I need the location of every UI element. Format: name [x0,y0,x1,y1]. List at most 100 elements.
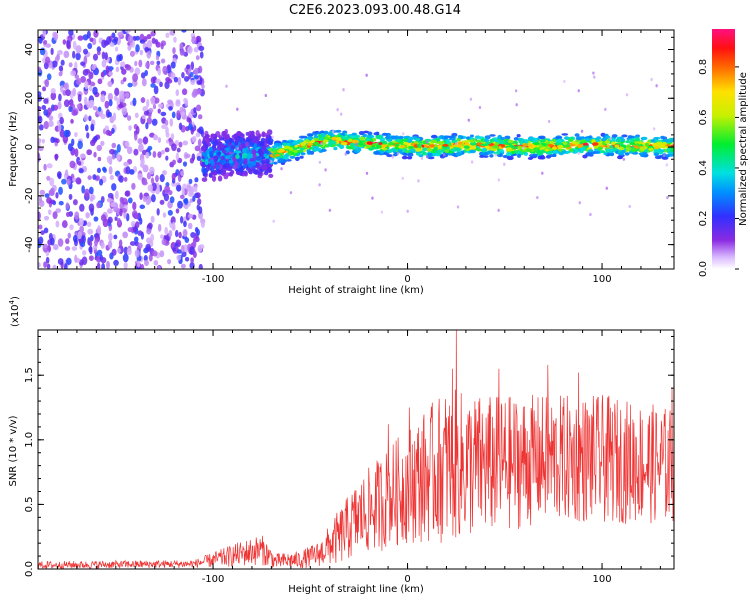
spectrogram-cell [89,196,94,202]
spectrogram-cell [229,171,234,177]
spectrogram-cell [276,150,284,153]
spectrogram-cell [143,255,148,262]
spectrogram-cell [183,220,187,228]
snr-y-tick-label-0: 0.0 [24,561,35,577]
spectrogram-cell [609,137,612,141]
spectrogram-cell [160,58,166,64]
spectrogram-cell [111,183,117,191]
spectrogram-cell [159,174,165,183]
spectrogram-cell [111,142,117,149]
spectrogram-cell [166,64,171,71]
spectrogram-cell [563,136,571,140]
spectrogram-cell [192,195,196,202]
spectrogram-cell [77,93,82,103]
spectrogram-cell [177,200,183,209]
spectrogram-cell [149,60,155,66]
spectrogram-cell [605,135,611,139]
spectrogram-cell [43,109,49,116]
spectrogram-cell [443,135,449,140]
spectrogram-cell [184,237,190,244]
spectrogram-cell [204,158,209,166]
spectrogram-cell [116,144,121,153]
spectrogram-cell [43,121,49,130]
spectrogram-cell [180,170,185,177]
spectrogram-cell [210,133,215,138]
spectrogram-cell [53,244,59,251]
spectrogram-cell [224,155,231,160]
spectrogram-cell [359,136,365,141]
spectrogram-cell [561,133,569,136]
spectrogram-cell [604,107,607,112]
spectrogram-cell [571,140,577,145]
spectrogram-cell [172,247,176,253]
spectrogram-cell [92,86,98,95]
spectrogram-cell [68,30,74,36]
spectrogram-cell [282,142,287,147]
spectrogram-cell [366,134,373,139]
spectrogram-cell [84,96,88,106]
spectrogram-cell [116,152,121,161]
spectrogram-cell [484,135,491,140]
spectrogram-cell [81,185,85,194]
spectrogram-cell [118,103,124,109]
spectrogram-cell [111,127,115,134]
spectrogram-cell [456,205,460,209]
spectrogram-cell [120,79,125,85]
spectrogram-cell [448,137,456,141]
spectrogram-cell [547,143,554,147]
spectrogram-cell [334,129,342,133]
spectrogram-cell [176,147,181,153]
spectrogram-cell [45,43,51,48]
spectrogram-cell [124,30,131,33]
spectrogram-cell [95,175,100,181]
spectrogram-cell [180,244,185,253]
spectrogram-cell [539,139,546,143]
spectrogram-cell [260,160,266,165]
spectrogram-cell [492,145,499,149]
spectrogram-cell [430,134,438,139]
spectrogram-cell [55,192,59,199]
spectrogram-cell [139,204,146,210]
spectrogram-cell [323,136,330,140]
spectrogram-cell [58,65,64,72]
spectrogram-y-tick-label-1: -20 [24,188,35,204]
spectrogram-cell [93,135,98,142]
spectrogram-cell [456,137,462,142]
spectrogram-cell [146,227,152,235]
spectrogram-cell [500,136,505,141]
spectrogram-cell [238,167,244,173]
spectrogram-cell [392,153,398,157]
spectrogram-cell [268,138,274,143]
spectrogram-cell [181,111,186,117]
spectrogram-cell [156,208,160,216]
spectrogram-cell [458,141,463,145]
spectrogram-cell [653,149,660,152]
spectrogram-cell [222,169,227,175]
spectrogram-cell [313,135,319,139]
snr-y-label: SNR (10 * v/v) [8,415,19,486]
spectrogram-cell [141,114,146,120]
spectrogram-cell [121,68,127,75]
spectrogram-cell [274,153,280,157]
spectrogram-cell [184,153,191,159]
spectrogram-cell [41,104,47,110]
spectrogram-cell [138,143,144,153]
spectrogram-cell [184,256,190,262]
spectrogram-cell [380,210,384,214]
spectrogram-cell [639,146,646,151]
spectrogram-cell [603,152,608,156]
spectrogram-cell [507,139,514,144]
spectrogram-cell [61,220,68,228]
spectrogram-cell [318,183,321,187]
spectrogram-cell [644,142,650,147]
colorbar-tick-label-3: 0.6 [698,109,709,125]
spectrogram-cell [425,140,429,144]
spectrogram-cell [665,163,669,167]
spectrogram-cell [153,260,159,266]
spectrogram-cell [167,79,173,84]
spectrogram-cell [150,83,156,88]
spectrogram-cell [85,212,90,219]
spectrogram-cell [107,81,113,87]
spectrogram-cell [331,141,337,145]
spectrogram-cell [80,75,87,83]
